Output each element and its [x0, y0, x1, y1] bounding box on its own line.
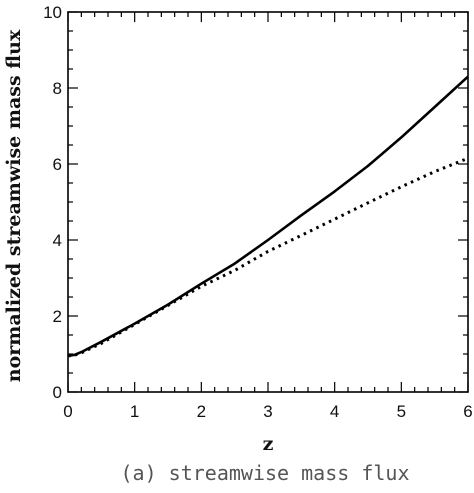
plot-frame	[67, 11, 469, 393]
x-tick-label: 5	[397, 402, 406, 421]
y-tick-label: 4	[53, 231, 62, 250]
figure-caption: (a) streamwise mass flux	[121, 461, 410, 485]
y-axis-ticks: 0 2 4 6 8 10	[43, 3, 468, 402]
y-axis-title: normalized streamwise mass flux	[3, 29, 25, 382]
y-tick-label: 10	[43, 3, 62, 22]
x-axis-title: z	[263, 433, 274, 455]
series-line-solid	[67, 75, 469, 358]
y-tick-label: 8	[53, 79, 62, 98]
y-tick-label: 2	[53, 307, 62, 326]
series-line-dotted	[67, 156, 469, 358]
x-tick-label: 4	[330, 402, 339, 421]
series-layer	[67, 75, 469, 358]
x-tick-label: 2	[197, 402, 206, 421]
x-tick-label: 6	[463, 402, 472, 421]
x-tick-label: 1	[130, 402, 139, 421]
x-tick-label: 0	[63, 402, 72, 421]
x-axis-ticks: 0 1 2 3 4 5 6	[63, 12, 473, 421]
y-tick-label: 6	[53, 155, 62, 174]
y-tick-label: 0	[53, 383, 62, 402]
x-tick-label: 3	[263, 402, 272, 421]
